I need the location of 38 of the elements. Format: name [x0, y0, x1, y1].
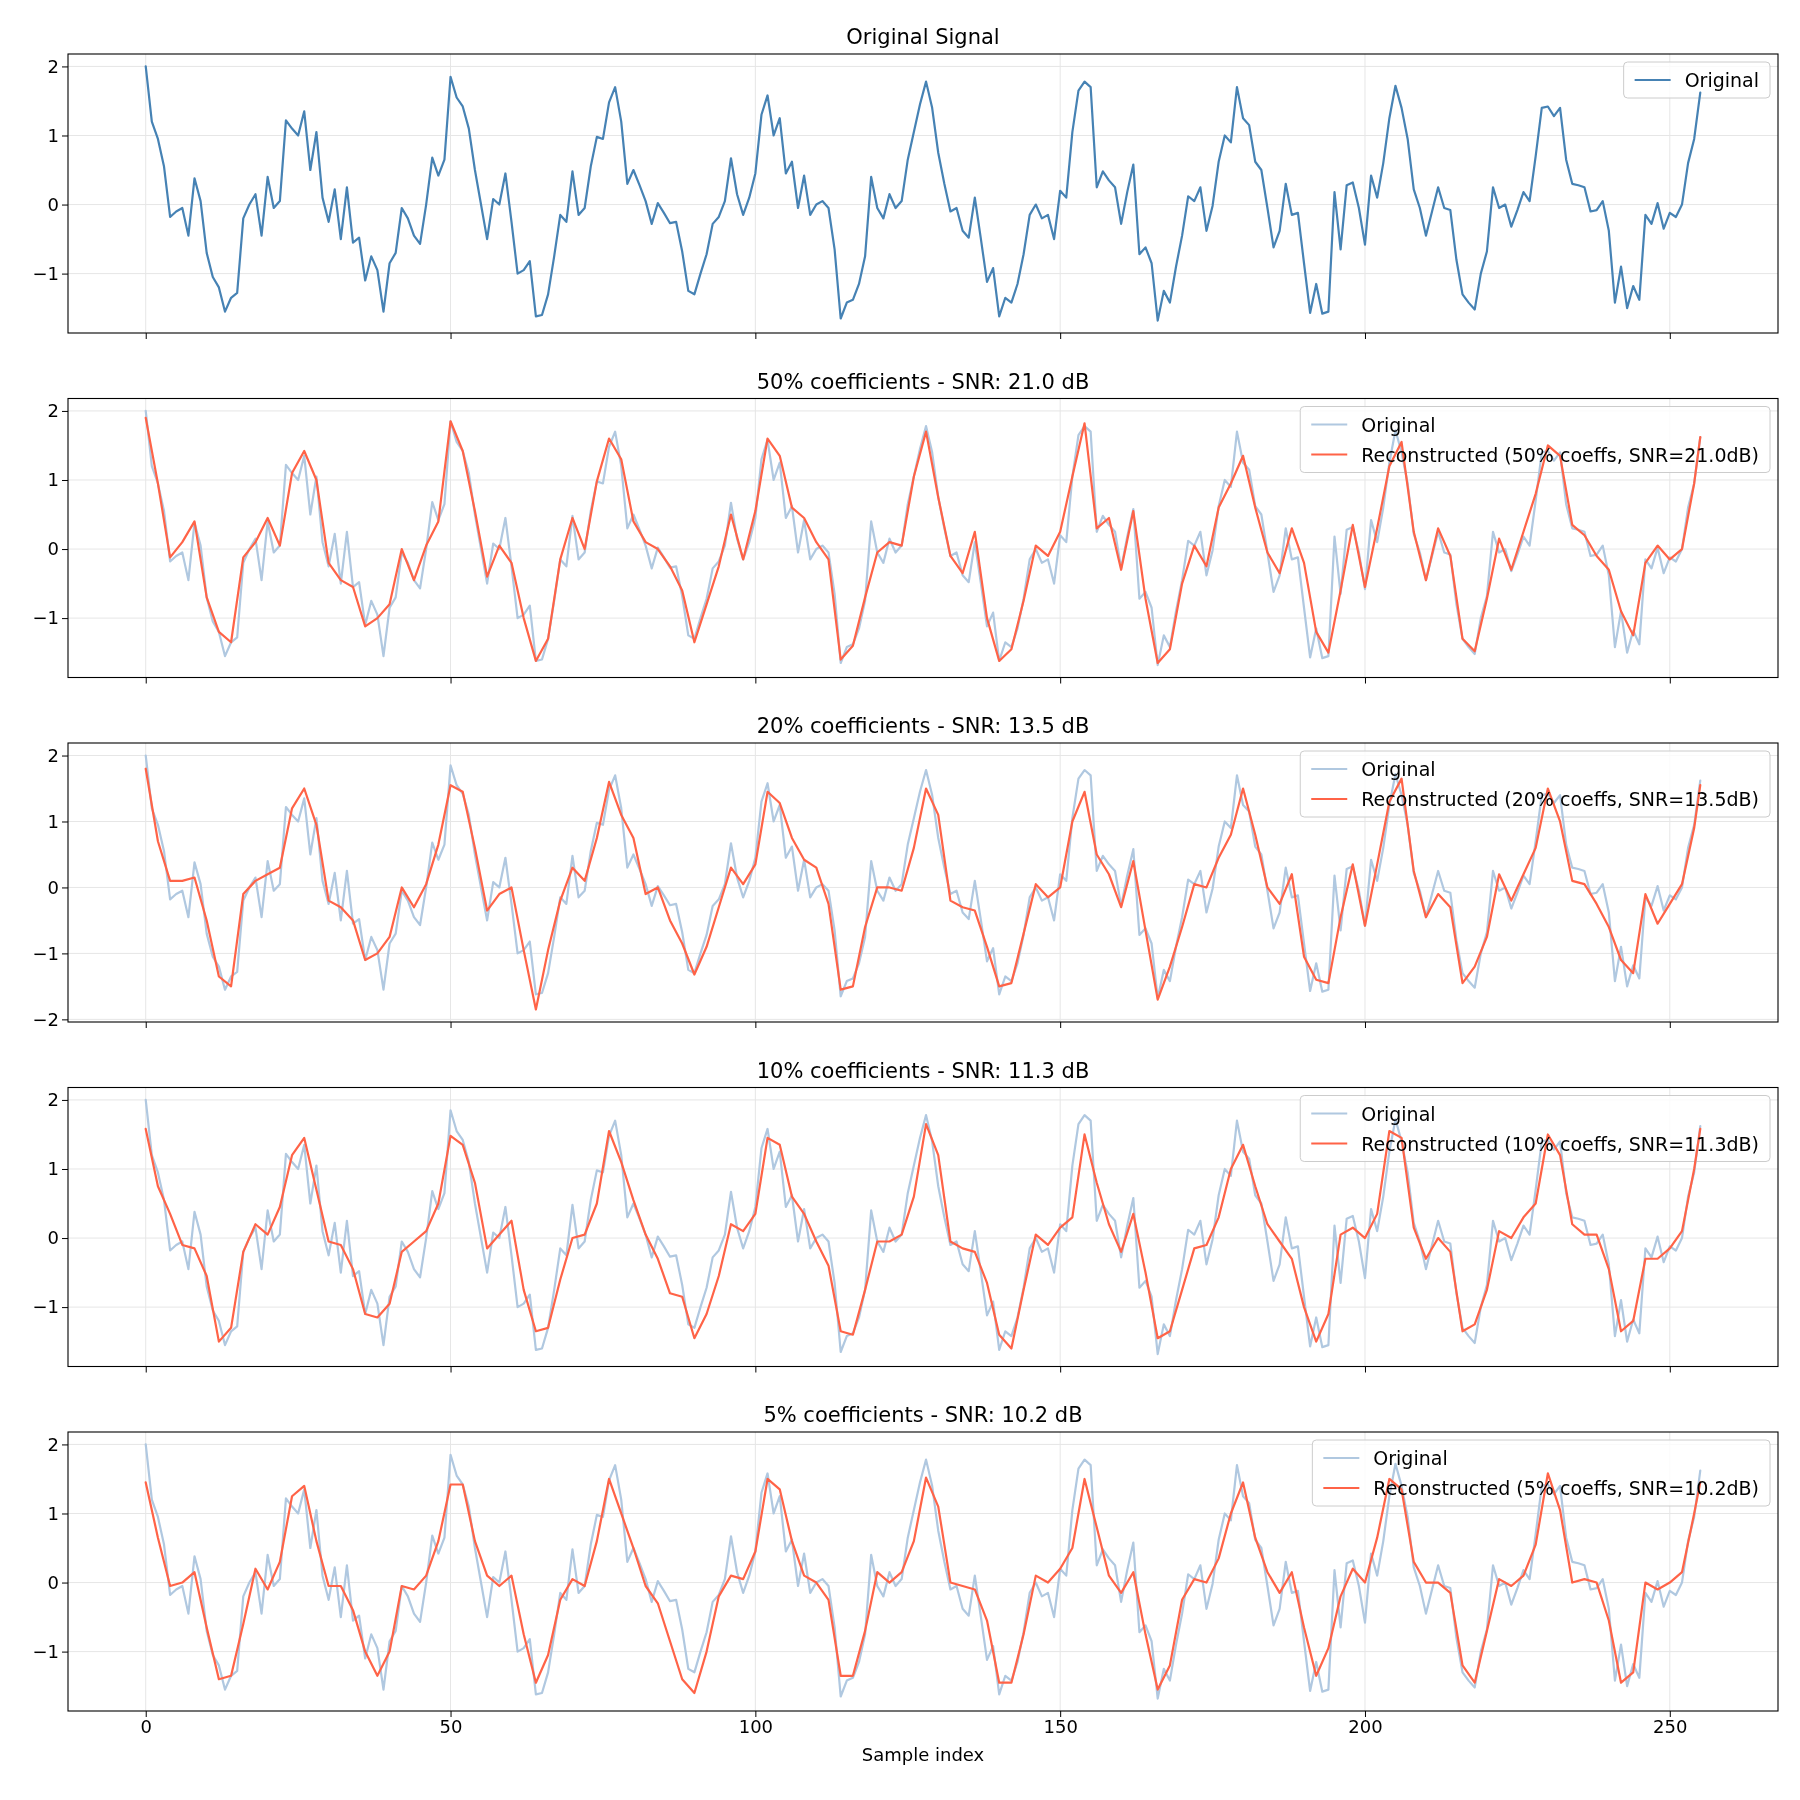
y-tick-label: −2	[32, 1008, 59, 1030]
chart-title: 20% coefficients - SNR: 13.5 dB	[756, 714, 1090, 738]
x-axis-title: Sample index	[861, 1744, 985, 1765]
chart-title: 10% coefficients - SNR: 11.3 dB	[756, 1058, 1090, 1083]
legend-label: Original	[1684, 69, 1759, 91]
x-tick-label: 100	[738, 1715, 774, 1737]
y-tick-label: 1	[47, 1158, 59, 1180]
legend-label: Original	[1373, 1447, 1448, 1469]
y-tick-label: −1	[32, 1640, 59, 1662]
y-tick-label: 1	[47, 469, 59, 491]
y-tick-label: 0	[47, 876, 59, 898]
legend-label: Original	[1361, 758, 1436, 780]
y-tick-label: −1	[32, 607, 59, 629]
y-tick-label: 0	[47, 1571, 59, 1593]
y-tick-label: −1	[32, 1296, 59, 1318]
y-tick-label: 2	[47, 400, 59, 422]
y-tick-label: 0	[47, 193, 59, 215]
y-tick-label: 0	[47, 1227, 59, 1249]
y-tick-label: 1	[47, 810, 59, 832]
x-tick-label: 150	[1043, 1715, 1078, 1737]
legend-label: Original	[1361, 1102, 1436, 1125]
y-tick-label: −1	[32, 942, 59, 964]
y-tick-label: 2	[47, 1089, 59, 1111]
y-tick-label: −1	[32, 262, 59, 284]
legend-label: Original	[1361, 413, 1436, 436]
x-tick-label: 50	[439, 1715, 463, 1737]
y-tick-label: 2	[47, 744, 59, 766]
x-tick-label: 250	[1653, 1715, 1688, 1737]
chart-title: 50% coefficients - SNR: 21.0 dB	[756, 369, 1090, 394]
chart-title: Original Signal	[846, 25, 1000, 49]
y-tick-label: 2	[47, 55, 59, 77]
y-tick-label: 0	[47, 538, 59, 560]
y-tick-label: 1	[47, 1502, 59, 1524]
x-tick-label: 200	[1348, 1715, 1383, 1737]
x-tick-label: 0	[140, 1715, 152, 1737]
y-tick-label: 1	[47, 124, 59, 146]
y-tick-label: 2	[47, 1433, 59, 1455]
chart-title: 5% coefficients - SNR: 10.2 dB	[763, 1403, 1083, 1427]
